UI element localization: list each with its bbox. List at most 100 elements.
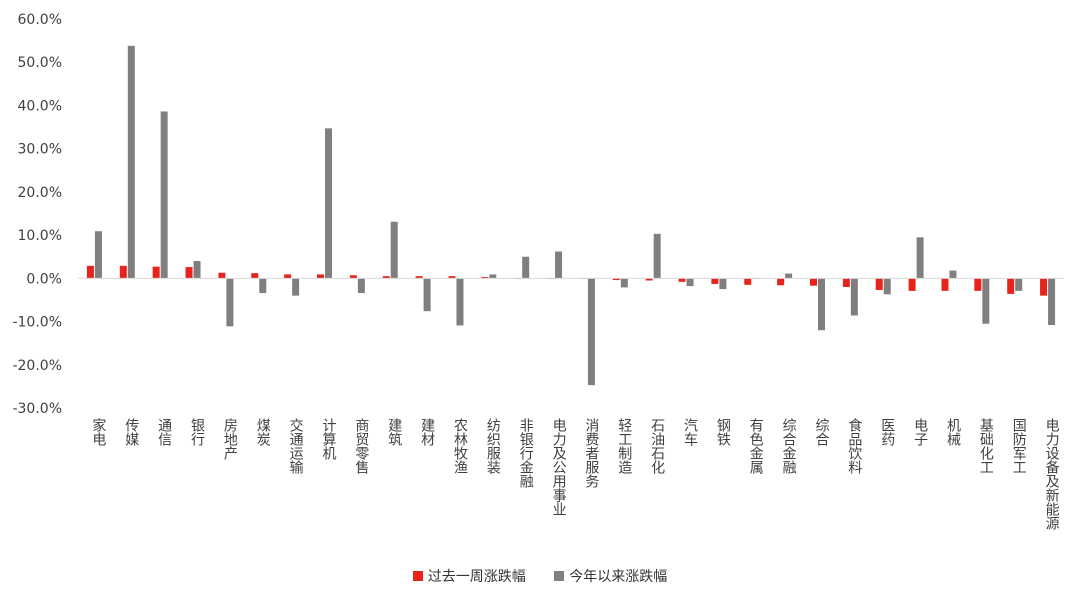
bar-ytd	[259, 278, 267, 294]
bar-weekly	[185, 267, 193, 279]
bar-weekly	[645, 278, 653, 281]
bar-weekly	[875, 278, 883, 291]
bar-ytd	[785, 273, 793, 279]
bar-ytd	[325, 128, 332, 279]
bar-ytd	[686, 278, 694, 287]
bar-weekly	[317, 274, 324, 279]
x-category-label: 食品饮料	[846, 417, 862, 474]
y-tick-label: 10.0%	[18, 228, 62, 244]
bar-ytd	[587, 278, 595, 386]
x-category-label: 轻工制造	[616, 418, 632, 475]
x-category-label: 石油石化	[649, 418, 665, 475]
x-category-label: 银行	[189, 418, 205, 447]
y-tick-label: 20.0%	[18, 185, 62, 201]
bar-chart: 60.0% 50.0% 40.0% 30.0% 20.0% 10.0% 0.0% -10.0%…	[12, 12, 1064, 530]
bar-weekly	[974, 278, 982, 291]
legend-label-weekly: 过去一周涨跌幅	[427, 569, 526, 585]
bar-weekly	[1007, 278, 1015, 294]
bar-weekly	[284, 274, 292, 279]
bar-ytd	[160, 111, 168, 279]
bar-weekly	[678, 278, 686, 282]
x-category-label: 计算机	[321, 418, 337, 461]
bar-ytd	[883, 278, 891, 295]
x-category-label: 电力设备及新能源	[1044, 418, 1060, 530]
bar-ytd	[423, 278, 431, 312]
bar-weekly	[842, 278, 850, 287]
bar-ytd	[1048, 278, 1056, 326]
bar-ytd	[850, 278, 858, 316]
x-category-label: 国防军工	[1011, 418, 1027, 474]
bar-ytd	[94, 231, 102, 279]
x-category-label: 基础化工	[978, 417, 994, 474]
y-tick-label: 30.0%	[18, 142, 62, 158]
bar-weekly	[941, 278, 949, 291]
bar-weekly	[218, 272, 226, 279]
x-category-label: 通信	[156, 418, 172, 446]
x-category-label: 纺织服装	[485, 418, 501, 474]
bars	[86, 45, 1056, 386]
x-category-label: 医药	[879, 418, 895, 446]
bar-ytd	[1015, 278, 1023, 291]
bar-ytd	[193, 261, 201, 279]
bar-weekly	[415, 276, 423, 279]
x-category-label: 农林牧渔	[452, 418, 468, 474]
bar-weekly	[481, 277, 489, 279]
bar-weekly	[349, 275, 357, 279]
bar-weekly	[86, 265, 94, 279]
x-category-label: 房地产	[222, 418, 238, 461]
x-category-label: 建筑	[386, 418, 402, 447]
x-category-label: 有色金属	[748, 418, 764, 474]
legend-item-weekly: 过去一周涨跌幅	[412, 566, 526, 586]
bar-ytd	[390, 221, 398, 279]
bar-weekly	[119, 265, 127, 279]
y-tick-label: 40.0%	[18, 98, 62, 114]
bar-ytd	[357, 278, 365, 294]
bar-ytd	[653, 233, 661, 279]
x-category-label: 综合	[814, 418, 830, 446]
x-category-label: 家电	[90, 417, 106, 446]
y-tick-label: 0.0%	[26, 271, 62, 287]
legend-label-ytd: 今年以来涨跌幅	[569, 569, 668, 585]
x-category-label: 电子	[912, 418, 928, 446]
bar-ytd	[982, 278, 990, 324]
bar-ytd	[719, 278, 727, 290]
bar-weekly	[810, 278, 817, 286]
x-category-label: 电力及公用事业	[551, 418, 567, 516]
x-category-label: 商贸零售	[353, 418, 369, 474]
bar-ytd	[489, 274, 497, 279]
x-category-label: 煤炭	[255, 418, 271, 446]
bar-weekly	[908, 278, 916, 291]
bar-ytd	[949, 270, 957, 279]
legend-item-ytd: 今年以来涨跌幅	[554, 566, 667, 586]
y-axis-labels: 60.0% 50.0% 40.0% 30.0% 20.0% 10.0% 0.0% -10.0%…	[12, 12, 62, 417]
x-category-label: 钢铁	[715, 418, 731, 446]
x-category-label: 机械	[945, 418, 961, 446]
bar-ytd	[522, 256, 530, 279]
x-category-label: 交通运输	[288, 417, 304, 474]
bar-ytd	[555, 251, 563, 279]
bar-weekly	[777, 278, 785, 286]
x-category-label: 建材	[419, 418, 435, 446]
bar-ytd	[292, 278, 300, 296]
x-category-label: 非银行金融	[518, 418, 534, 488]
bar-ytd	[456, 278, 464, 326]
legend-swatch-weekly	[412, 571, 423, 581]
y-tick-label: -20.0%	[12, 358, 62, 374]
bar-weekly	[448, 276, 456, 279]
bar-ytd	[818, 278, 825, 331]
bar-ytd	[620, 278, 628, 288]
bar-weekly	[152, 266, 160, 279]
x-category-label: 消费者服务	[583, 418, 599, 488]
x-category-label: 综合金融	[781, 418, 797, 474]
bar-ytd	[226, 278, 234, 327]
bar-ytd	[916, 237, 924, 279]
x-category-label: 传媒	[123, 418, 139, 446]
legend-swatch-ytd	[554, 571, 565, 581]
bar-weekly	[251, 273, 259, 279]
bar-ytd	[127, 45, 135, 279]
y-tick-label: 50.0%	[18, 55, 62, 71]
legend: 过去一周涨跌幅 今年以来涨跌幅	[0, 566, 1080, 586]
y-tick-label: -10.0%	[12, 315, 62, 331]
bar-weekly	[1040, 278, 1048, 296]
